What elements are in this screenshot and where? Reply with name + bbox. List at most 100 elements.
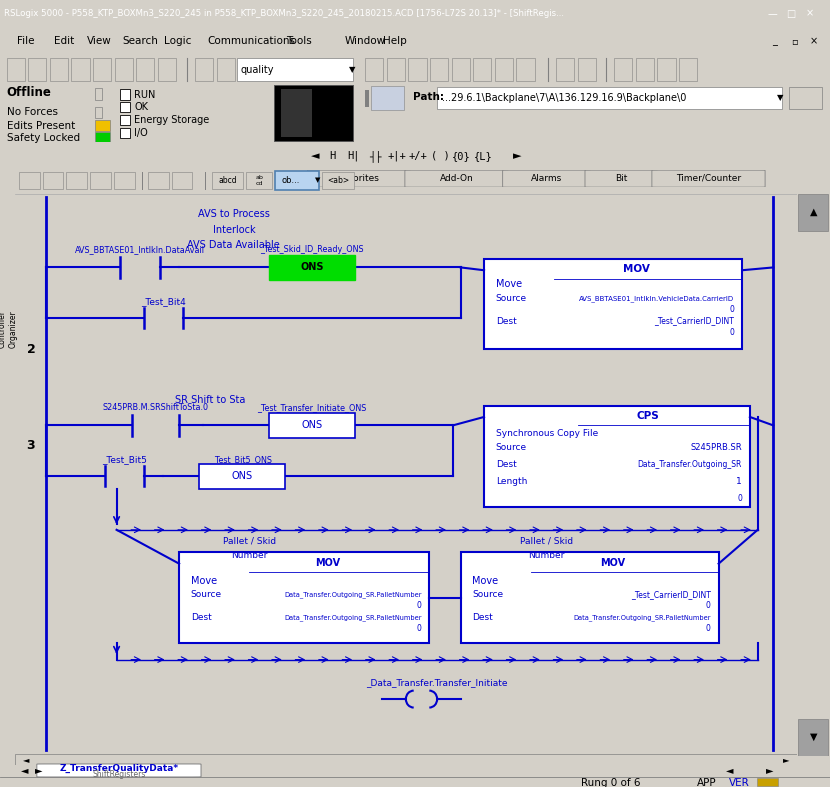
Bar xyxy=(50,58,68,81)
Text: Data_Transfer.Outgoing_SR: Data_Transfer.Outgoing_SR xyxy=(637,460,742,469)
Text: Controller
Organizer: Controller Organizer xyxy=(0,310,17,349)
Text: {0}: {0} xyxy=(452,151,471,161)
Text: Edit: Edit xyxy=(54,36,74,46)
Text: 1: 1 xyxy=(736,478,742,486)
Bar xyxy=(90,172,111,189)
Text: Safety Locked: Safety Locked xyxy=(7,133,80,142)
Text: 0: 0 xyxy=(730,328,735,337)
Text: ...29.6.1\Backplane\7\A\136.129.16.9\Backplane\0: ...29.6.1\Backplane\7\A\136.129.16.9\Bac… xyxy=(442,93,686,103)
Text: Logic: Logic xyxy=(164,36,192,46)
Text: ONS: ONS xyxy=(231,471,252,481)
Text: ►: ► xyxy=(765,766,773,775)
Text: H: H xyxy=(329,151,335,161)
Text: ▼: ▼ xyxy=(349,65,355,74)
Bar xyxy=(7,58,25,81)
Bar xyxy=(148,172,168,189)
Text: ◄: ◄ xyxy=(311,151,320,161)
Text: Interlock: Interlock xyxy=(212,224,255,235)
Bar xyxy=(95,120,110,131)
Bar xyxy=(484,405,749,508)
Text: Dest: Dest xyxy=(472,613,493,622)
Text: _Test_Skid_ID_Ready_ONS: _Test_Skid_ID_Ready_ONS xyxy=(261,245,364,254)
Bar xyxy=(274,85,353,141)
Text: _Test_Transfer_Initiate_ONS: _Test_Transfer_Initiate_ONS xyxy=(257,403,367,412)
Text: Source: Source xyxy=(496,444,527,453)
Text: No Forces: No Forces xyxy=(7,107,57,116)
Text: Source: Source xyxy=(472,590,504,599)
Text: Dest: Dest xyxy=(191,613,212,622)
Text: ( ): ( ) xyxy=(431,151,449,161)
Text: MOV: MOV xyxy=(623,264,650,274)
Bar xyxy=(95,132,110,142)
Bar xyxy=(614,58,632,81)
Text: _Test_Bit5_ONS: _Test_Bit5_ONS xyxy=(211,455,272,464)
Bar xyxy=(95,87,102,100)
Text: Data_Transfer.Outgoing_SR.PalletNumber: Data_Transfer.Outgoing_SR.PalletNumber xyxy=(284,614,422,621)
Text: Move: Move xyxy=(496,279,522,290)
Text: <ab>: <ab> xyxy=(327,176,349,185)
Text: —: — xyxy=(767,9,777,19)
Bar xyxy=(212,172,243,189)
Bar xyxy=(120,102,130,113)
Bar xyxy=(19,172,40,189)
Bar xyxy=(657,58,676,81)
Text: ◄: ◄ xyxy=(22,755,29,764)
Text: {L}: {L} xyxy=(474,151,492,161)
Text: 0: 0 xyxy=(730,305,735,314)
Text: ▲: ▲ xyxy=(809,207,818,217)
Text: ►: ► xyxy=(35,766,42,775)
Text: Length: Length xyxy=(496,478,527,486)
Text: 0: 0 xyxy=(417,624,422,633)
Text: Tools: Tools xyxy=(286,36,312,46)
Text: Window: Window xyxy=(344,36,386,46)
Bar xyxy=(430,58,448,81)
Bar xyxy=(217,58,235,81)
Text: 2: 2 xyxy=(27,343,36,356)
Bar xyxy=(198,464,285,489)
Text: AVS_BBTASE01_IntIkIn.VehicleData.CarrierID: AVS_BBTASE01_IntIkIn.VehicleData.Carrier… xyxy=(579,295,735,302)
Bar xyxy=(28,58,46,81)
Text: Alarms: Alarms xyxy=(530,174,562,183)
FancyBboxPatch shape xyxy=(307,170,410,187)
FancyBboxPatch shape xyxy=(405,170,508,187)
Text: ┤├: ┤├ xyxy=(369,150,382,162)
Bar xyxy=(247,172,271,189)
Text: ▼: ▼ xyxy=(777,94,784,102)
Bar xyxy=(237,58,353,81)
Text: ◄: ◄ xyxy=(22,766,29,775)
Text: H|: H| xyxy=(347,150,360,161)
Bar xyxy=(757,778,778,786)
Bar xyxy=(275,171,319,190)
Bar xyxy=(269,255,355,280)
Text: I/O: I/O xyxy=(134,128,149,138)
Bar xyxy=(437,87,782,109)
Text: ONS: ONS xyxy=(301,420,323,430)
Text: Favorites: Favorites xyxy=(338,174,379,183)
Bar xyxy=(408,58,427,81)
Bar xyxy=(365,58,383,81)
FancyBboxPatch shape xyxy=(652,170,765,187)
Text: 0: 0 xyxy=(706,624,710,633)
Bar xyxy=(281,89,312,137)
Text: ◄: ◄ xyxy=(726,766,734,775)
Text: RSLogix 5000 - P558_KTP_BOXMn3_S220_245 in P558_KTP_BOXMn3_S220_245_20180215.ACD: RSLogix 5000 - P558_KTP_BOXMn3_S220_245 … xyxy=(4,9,564,18)
Text: Pallet / Skid: Pallet / Skid xyxy=(520,537,574,545)
Text: RUN: RUN xyxy=(134,90,156,99)
Text: ×: × xyxy=(810,36,818,46)
Bar xyxy=(365,90,369,107)
Text: Source: Source xyxy=(191,590,222,599)
Text: Path:: Path: xyxy=(413,92,443,102)
FancyBboxPatch shape xyxy=(503,170,590,187)
Text: □: □ xyxy=(786,9,796,19)
Text: Energy Storage: Energy Storage xyxy=(134,115,210,125)
Text: Rung 0 of 6: Rung 0 of 6 xyxy=(581,778,641,787)
Text: View: View xyxy=(87,36,112,46)
Text: AVS Data Available: AVS Data Available xyxy=(188,240,281,249)
Bar xyxy=(495,58,513,81)
Bar xyxy=(120,115,130,125)
Bar xyxy=(136,58,154,81)
Bar xyxy=(93,58,111,81)
Bar xyxy=(195,58,213,81)
Bar xyxy=(387,58,405,81)
Text: Source: Source xyxy=(496,294,527,303)
